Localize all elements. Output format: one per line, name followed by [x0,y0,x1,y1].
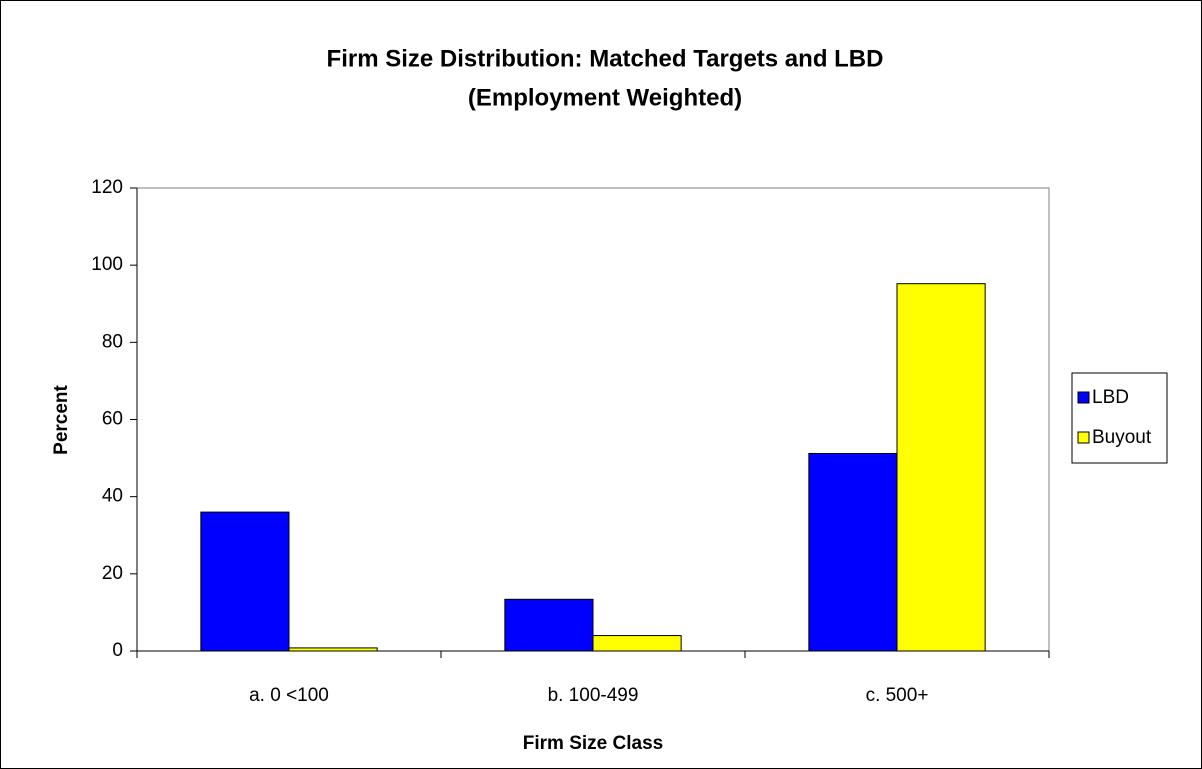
chart-subtitle: (Employment Weighted) [468,84,742,111]
legend-label: LBD [1092,387,1129,408]
chart-title: Firm Size Distribution: Matched Targets … [327,45,884,72]
bar [896,283,986,652]
legend-box [1071,372,1168,464]
y-axis-title: Percent [51,384,72,454]
bar [200,511,290,652]
legend-swatch [1077,431,1090,444]
legend-label: Buyout [1092,427,1152,448]
x-tick-label: c. 500+ [866,685,929,706]
x-tick-label: b. 100-499 [548,685,639,706]
bar [288,647,378,652]
bar [592,635,682,652]
bar [808,452,898,652]
legend-swatch [1077,391,1090,404]
y-tick-label: 100 [91,254,123,275]
y-tick-label: 60 [102,409,123,430]
y-tick-label: 80 [102,331,123,352]
x-tick-label: a. 0 <100 [249,685,329,706]
x-axis-title: Firm Size Class [523,733,663,754]
bar [504,598,594,652]
y-tick-label: 120 [91,177,123,198]
y-tick-label: 20 [102,563,123,584]
y-tick-label: 0 [112,640,123,661]
y-tick-label: 40 [102,486,123,507]
